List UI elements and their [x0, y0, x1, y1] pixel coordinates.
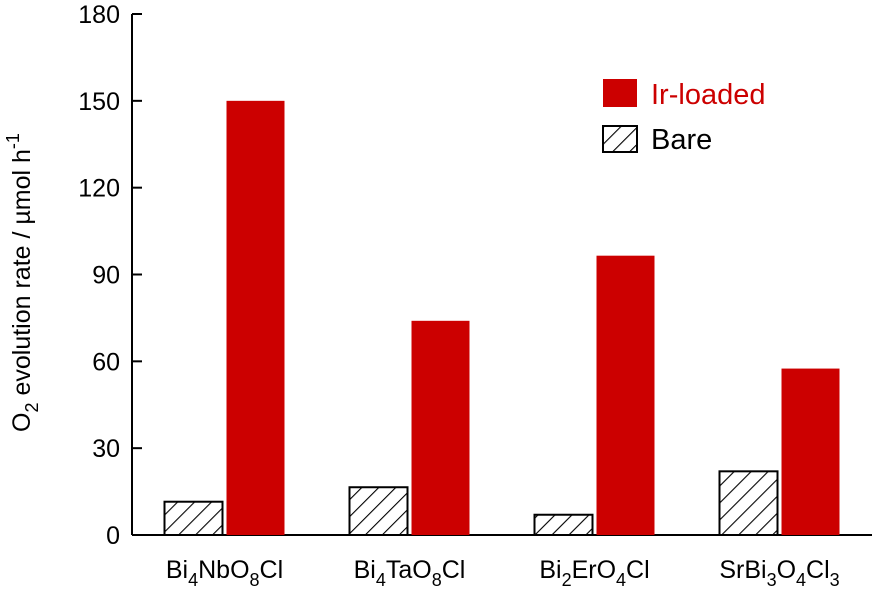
y-tick-label: 150: [78, 88, 120, 116]
plot-area: 0 30 60 90 120 150 180 O2 evolution rate / µmol…: [3, 1, 872, 589]
y-axis-label: O2 evolution rate / µmol h-1: [3, 133, 42, 432]
bar-bare: [163, 500, 224, 537]
bar-ir-loaded: [411, 320, 470, 535]
legend-label-ir-loaded: Ir-loaded: [651, 79, 765, 111]
x-category-label: Bi4TaO8Cl: [354, 556, 466, 589]
y-tick-label: 180: [78, 1, 120, 29]
legend-label-bare: Bare: [651, 124, 712, 156]
bar-bare: [533, 513, 594, 537]
bar-bare: [348, 486, 409, 537]
x-category-label: SrBi3O4Cl3: [719, 556, 839, 589]
y-tick-label: 90: [92, 262, 120, 290]
bar-ir-loaded: [596, 255, 655, 536]
legend-swatch-ir-loaded: [603, 79, 637, 107]
y-tick-label: 0: [106, 522, 120, 550]
x-category-label: Bi4NbO8Cl: [166, 556, 283, 589]
bar-bare: [718, 470, 779, 537]
x-category-label: Bi2ErO4Cl: [539, 556, 649, 589]
legend-swatch-bare: [602, 125, 638, 153]
y-tick-label: 60: [92, 348, 120, 376]
y-tick-label: 120: [78, 175, 120, 203]
y-tick-label: 30: [92, 435, 120, 463]
bar-ir-loaded: [781, 368, 840, 535]
bar-ir-loaded: [226, 100, 285, 535]
